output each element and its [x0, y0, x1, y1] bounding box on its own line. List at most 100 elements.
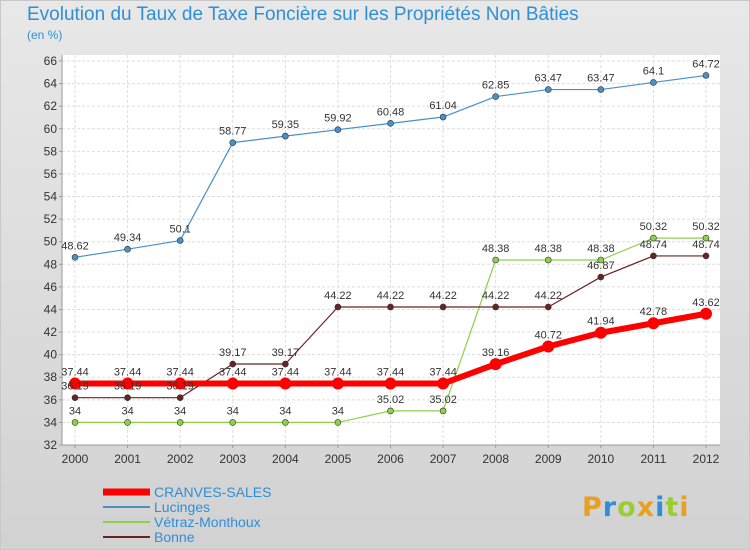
- legend-label: Vétraz-Monthoux: [154, 514, 261, 530]
- data-label: 39.17: [272, 347, 300, 359]
- data-label: 64.1: [643, 65, 664, 77]
- x-tick-label: 2005: [325, 452, 352, 466]
- x-tick-label: 2009: [535, 452, 562, 466]
- data-point: [437, 377, 450, 390]
- data-point: [334, 126, 342, 133]
- data-point: [702, 252, 710, 260]
- x-tick-label: 2012: [693, 452, 720, 466]
- legend-label: Lucinges: [154, 499, 210, 515]
- x-tick-label: 2002: [167, 452, 194, 466]
- data-label: 50.1: [169, 224, 190, 236]
- y-tick-label: 52: [44, 212, 58, 226]
- y-tick-label: 34: [44, 415, 58, 429]
- data-label: 37.44: [166, 367, 194, 379]
- x-tick-label: 2003: [219, 452, 246, 466]
- x-tick-label: 2004: [272, 452, 299, 466]
- data-label: 37.44: [61, 367, 89, 379]
- data-point: [702, 234, 710, 242]
- data-label: 50.32: [692, 221, 720, 233]
- data-label: 37.44: [114, 367, 142, 379]
- x-tick-label: 2007: [430, 452, 457, 466]
- logo-letter: i: [679, 492, 690, 523]
- y-tick-label: 56: [44, 167, 58, 181]
- data-label: 48.74: [692, 239, 720, 251]
- data-point: [700, 307, 712, 320]
- data-label: 43.62: [692, 297, 720, 309]
- data-point: [439, 113, 447, 121]
- data-label: 42.78: [640, 306, 668, 318]
- data-label: 64.72: [692, 58, 720, 70]
- data-point: [439, 407, 447, 415]
- proxiti-logo: Proxiti: [582, 492, 690, 523]
- data-label: 37.44: [429, 367, 457, 379]
- data-label: 50.32: [640, 221, 668, 233]
- data-point: [282, 419, 289, 426]
- data-point: [71, 394, 79, 401]
- y-tick-label: 42: [44, 325, 58, 339]
- data-label: 36.19: [61, 381, 89, 393]
- data-point: [334, 419, 342, 426]
- data-label: 37.44: [324, 367, 352, 379]
- logo-letter: o: [617, 492, 637, 523]
- y-tick-label: 32: [44, 438, 58, 452]
- data-point: [174, 377, 187, 390]
- data-label: 48.38: [587, 243, 615, 255]
- data-label: 61.04: [429, 100, 457, 112]
- data-point: [439, 303, 447, 311]
- data-label: 62.85: [482, 80, 510, 92]
- data-point: [69, 377, 81, 390]
- data-point: [176, 237, 184, 244]
- data-label: 34: [174, 405, 186, 417]
- y-tick-label: 40: [44, 348, 58, 362]
- y-tick-label: 58: [44, 144, 58, 158]
- data-point: [597, 256, 605, 264]
- data-point: [124, 394, 131, 401]
- x-tick-label: 2001: [114, 452, 141, 466]
- data-point: [71, 419, 79, 426]
- y-tick-label: 66: [44, 54, 58, 68]
- chart-subtitle: (en %): [27, 28, 63, 42]
- logo-letter: P: [582, 492, 603, 523]
- data-point: [489, 358, 502, 371]
- y-tick-label: 50: [44, 235, 58, 249]
- data-point: [121, 377, 134, 390]
- data-point: [647, 317, 660, 330]
- data-label: 37.44: [219, 367, 247, 379]
- chart-title: Evolution du Taux de Taxe Foncière sur l…: [27, 4, 579, 25]
- data-point: [492, 303, 499, 311]
- legend-label: Bonne: [154, 529, 195, 545]
- data-label: 41.94: [587, 316, 615, 328]
- data-point: [176, 394, 184, 401]
- data-label: 34: [332, 405, 344, 417]
- data-point: [597, 273, 605, 281]
- data-label: 48.38: [534, 243, 562, 255]
- data-label: 34: [279, 405, 291, 417]
- data-label: 36.19: [114, 381, 142, 393]
- data-label: 60.48: [377, 106, 405, 118]
- data-label: 46.87: [587, 260, 615, 272]
- data-label: 48.38: [482, 243, 510, 255]
- data-point: [387, 407, 394, 415]
- data-point: [650, 252, 657, 260]
- y-tick-label: 46: [44, 280, 58, 294]
- data-label: 37.44: [272, 367, 300, 379]
- x-tick-label: 2011: [641, 452, 667, 466]
- logo-letter: i: [655, 492, 666, 523]
- data-point: [650, 79, 657, 86]
- data-point: [542, 340, 555, 353]
- y-tick-label: 44: [44, 302, 58, 316]
- y-tick-label: 54: [44, 190, 58, 204]
- data-label: 48.74: [640, 239, 668, 251]
- data-label: 63.47: [534, 73, 562, 85]
- data-point: [544, 303, 552, 311]
- data-point: [229, 360, 237, 368]
- data-point: [334, 303, 342, 311]
- data-point: [650, 234, 657, 242]
- data-label: 44.22: [324, 290, 352, 302]
- data-point: [594, 326, 607, 339]
- data-label: 35.02: [429, 394, 457, 406]
- data-point: [387, 303, 394, 311]
- logo-letter: x: [636, 492, 656, 523]
- x-tick-label: 2010: [587, 452, 614, 466]
- data-label: 48.62: [61, 240, 89, 252]
